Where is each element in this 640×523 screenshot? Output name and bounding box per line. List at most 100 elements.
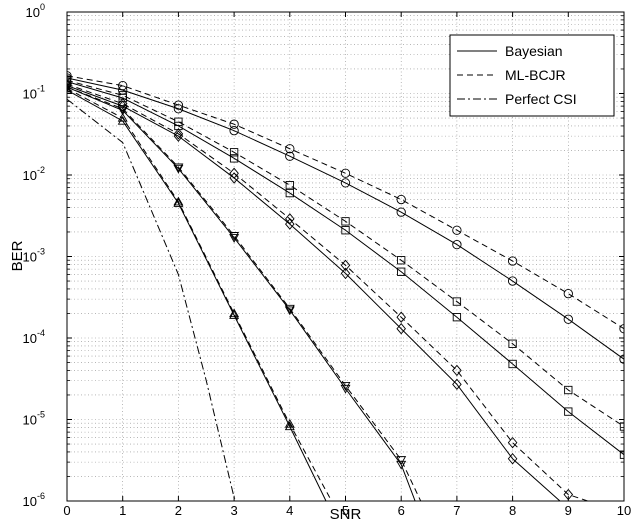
y-axis-label: BER (9, 240, 26, 271)
circle-marker (229, 126, 239, 136)
square-marker (285, 181, 294, 190)
diamond-marker (117, 97, 128, 110)
series-solid-circle (67, 73, 624, 364)
circle-marker (396, 207, 406, 217)
circle-marker (452, 225, 462, 235)
y-tick-label: 10-3 (23, 247, 45, 265)
circle-marker (396, 194, 406, 205)
diamond-marker (67, 78, 72, 90)
diamond-marker (396, 323, 406, 335)
legend-label-perfect-csi: Perfect CSI (505, 91, 577, 107)
x-tick-label: 10 (617, 503, 631, 518)
square-marker (229, 154, 239, 163)
y-tick-label: 10-6 (23, 491, 45, 509)
triangle-down-marker (229, 234, 240, 243)
square-marker (452, 297, 462, 306)
diamond-marker (285, 218, 295, 230)
x-tick-label: 6 (398, 503, 405, 518)
series-line (67, 88, 333, 501)
x-tick-label: 8 (509, 503, 516, 518)
x-axis-label: SNR (330, 506, 362, 523)
circle-marker (340, 168, 351, 178)
circle-marker (173, 104, 184, 114)
triangle-up-marker (67, 83, 72, 93)
x-tick-label: 3 (230, 503, 237, 518)
x-tick-label: 5 (342, 503, 349, 518)
diamond-marker (340, 259, 351, 271)
y-tick-label: 100 (26, 2, 45, 20)
triangle-up-marker (284, 421, 295, 431)
x-tick-label: 1 (119, 503, 126, 518)
triangle-up-marker (117, 115, 128, 125)
square-marker (508, 339, 517, 348)
triangle-down-marker (117, 106, 128, 116)
square-marker (174, 121, 183, 131)
triangle-down-marker (173, 163, 184, 173)
series-line (67, 79, 624, 427)
square-marker (397, 256, 406, 265)
triangle-up-marker (67, 85, 72, 94)
triangle-down-marker (340, 384, 351, 394)
square-marker (452, 313, 462, 322)
y-tick-label: 10-5 (23, 410, 45, 428)
series-line (67, 89, 327, 501)
y-tick-label: 10-4 (23, 328, 45, 346)
circle-marker (340, 178, 351, 188)
series-solid-triangle-up (67, 85, 327, 501)
series-line (67, 86, 422, 501)
square-marker (285, 188, 294, 198)
square-marker (229, 148, 239, 157)
circle-marker (507, 276, 518, 286)
diamond-marker (396, 311, 406, 323)
circle-marker (229, 119, 239, 129)
series-line (67, 86, 416, 501)
series-line (67, 83, 588, 501)
series-layer (67, 71, 624, 501)
diamond-marker (507, 453, 518, 465)
legend: Bayesian ML-BCJR Perfect CSI (449, 34, 615, 117)
circle-marker (563, 314, 573, 324)
triangle-down-marker (284, 306, 295, 316)
circle-marker (563, 289, 573, 299)
triangle-down-marker (396, 456, 407, 465)
series-line (67, 75, 624, 330)
square-marker (341, 226, 350, 235)
series-dashed-circle (67, 71, 624, 334)
y-tick-label: 10-2 (23, 165, 45, 183)
triangle-down-marker (173, 164, 184, 174)
x-tick-label: 9 (565, 503, 572, 518)
circle-marker (285, 144, 295, 154)
circle-marker (452, 239, 462, 250)
square-marker (397, 267, 406, 276)
diamond-marker (507, 436, 518, 449)
triangle-up-marker (229, 310, 240, 319)
x-tick-label: 2 (175, 503, 182, 518)
triangle-up-marker (173, 198, 184, 207)
square-marker (508, 359, 517, 369)
axis-ticks: 0 1 2 3 4 5 6 7 8 9 10 100 10-1 10-2 10-3 10-4 10-5 10-6 (23, 2, 632, 518)
x-tick-label: 0 (63, 503, 70, 518)
triangle-down-marker (284, 304, 295, 314)
diamond-marker (340, 267, 351, 280)
legend-label-bayesian: Bayesian (505, 43, 563, 59)
circle-marker (173, 100, 184, 110)
triangle-up-marker (229, 308, 240, 318)
diamond-marker (173, 130, 184, 142)
square-marker (564, 407, 573, 416)
series-line (67, 77, 624, 360)
circle-marker (67, 73, 72, 83)
triangle-down-marker (229, 232, 240, 241)
triangle-up-marker (173, 196, 184, 206)
y-tick-label: 10-1 (23, 84, 45, 102)
series-dashed-diamond (67, 78, 588, 501)
square-marker (564, 385, 573, 395)
circle-marker (67, 71, 72, 81)
diamond-marker (173, 128, 184, 140)
x-tick-label: 7 (453, 503, 460, 518)
triangle-down-marker (396, 460, 407, 470)
legend-label-ml-bcjr: ML-BCJR (505, 67, 566, 83)
diamond-marker (452, 378, 462, 391)
diamond-marker (229, 172, 239, 184)
diamond-marker (452, 364, 462, 377)
